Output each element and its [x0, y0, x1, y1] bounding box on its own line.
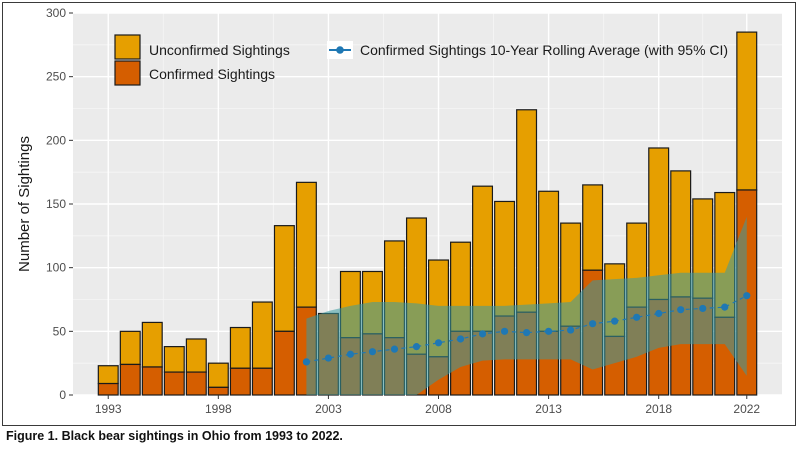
rolling-average-points [302, 292, 751, 366]
ci-band [306, 216, 747, 395]
y-axis-label: Number of Sightings [16, 136, 33, 272]
x-tick-label: 2018 [645, 402, 672, 416]
figure-caption: Figure 1. Black bear sightings in Ohio f… [6, 429, 343, 443]
rolling-average-point-2017 [633, 313, 641, 321]
bar-confirmed-1999 [229, 367, 251, 396]
legend: Unconfirmed Sightings Confirmed Sightings… [114, 34, 728, 86]
x-tick-label: 1998 [205, 402, 232, 416]
y-tick-label: 0 [59, 388, 66, 402]
chart-figure: 0 50 100 150 200 250 300 1993 1998 2003 2008 2013 20… [2, 2, 796, 426]
legend-label-1: Confirmed Sightings [149, 66, 275, 82]
bar-unconfirmed-2011 [494, 200, 516, 317]
bar-confirmed-1994 [119, 363, 141, 396]
bar-unconfirmed-1995 [141, 321, 163, 368]
rolling-average-point-2018 [655, 309, 663, 318]
rolling-average-point-2015 [589, 320, 597, 328]
bar-confirmed-1997 [185, 371, 207, 396]
rolling-average-line [306, 295, 748, 363]
bar-unconfirmed-2022 [736, 31, 758, 191]
bar-confirmed-1996 [163, 371, 185, 396]
bar-unconfirmed-2012 [516, 109, 538, 313]
legend-key-1 [114, 60, 141, 86]
legend-key-point [336, 46, 344, 54]
rolling-average-point-2014 [567, 326, 575, 334]
rolling-average-point-2019 [677, 306, 685, 314]
rolling-average-point-2013 [545, 327, 553, 335]
axes: 0 50 100 150 200 250 300 1993 1998 2003 2008 2013 20… [46, 6, 760, 416]
bar-confirmed-1995 [141, 366, 163, 396]
rolling-average-point-2010 [478, 330, 487, 338]
bar-unconfirmed-1997 [185, 338, 207, 373]
rolling-average-point-2012 [522, 329, 531, 337]
bar-confirmed-2000 [251, 367, 273, 396]
rolling-average-point-2011 [500, 327, 509, 335]
rolling-average-point-2003 [324, 354, 333, 362]
rolling-average-point-2016 [611, 317, 619, 325]
y-tick-label: 150 [46, 197, 66, 211]
rolling-average-point-2022 [743, 292, 751, 300]
bar-unconfirmed-2015 [582, 184, 604, 271]
x-tick-label: 2008 [425, 402, 452, 416]
bar-unconfirmed-1998 [207, 362, 229, 388]
x-tick-label: 1993 [95, 402, 122, 416]
y-tick-label: 300 [46, 6, 66, 20]
rolling-average-point-2004 [346, 350, 355, 358]
bar-unconfirmed-1993 [97, 365, 119, 385]
confidence-band [306, 216, 747, 395]
rolling-average-point-2007 [412, 343, 421, 351]
legend-key-0 [114, 34, 141, 60]
bar-unconfirmed-2002 [295, 181, 317, 308]
bar-chart: 0 50 100 150 200 250 300 1993 1998 2003 2008 2013 20… [16, 6, 782, 416]
legend-label-0: Unconfirmed Sightings [149, 42, 290, 58]
x-tick-label: 2003 [315, 402, 342, 416]
bar-confirmed-2001 [273, 330, 295, 396]
bar-unconfirmed-2000 [251, 301, 273, 369]
y-tick-label: 200 [46, 133, 66, 147]
rolling-average-point-2002 [302, 358, 310, 366]
bar-confirmed-1998 [207, 386, 229, 396]
rolling-average-point-2021 [721, 303, 729, 311]
bar-unconfirmed-1996 [163, 346, 185, 373]
y-tick-label: 50 [53, 324, 67, 338]
x-tick-label: 2022 [733, 402, 760, 416]
bar-unconfirmed-1999 [229, 326, 251, 369]
x-tick-label: 2013 [535, 402, 562, 416]
y-tick-label: 250 [46, 70, 66, 84]
bar-confirmed-1993 [97, 382, 119, 396]
bar-unconfirmed-1994 [119, 330, 141, 366]
rolling-average-point-2009 [456, 335, 465, 343]
y-tick-label: 100 [46, 261, 66, 275]
bar-unconfirmed-2001 [273, 225, 295, 332]
rolling-average-point-2006 [390, 345, 399, 353]
legend-label-2: Confirmed Sightings 10-Year Rolling Aver… [360, 42, 728, 58]
rolling-average-point-2020 [699, 304, 707, 313]
rolling-average-point-2008 [434, 339, 443, 347]
rolling-average-point-2005 [368, 348, 377, 356]
